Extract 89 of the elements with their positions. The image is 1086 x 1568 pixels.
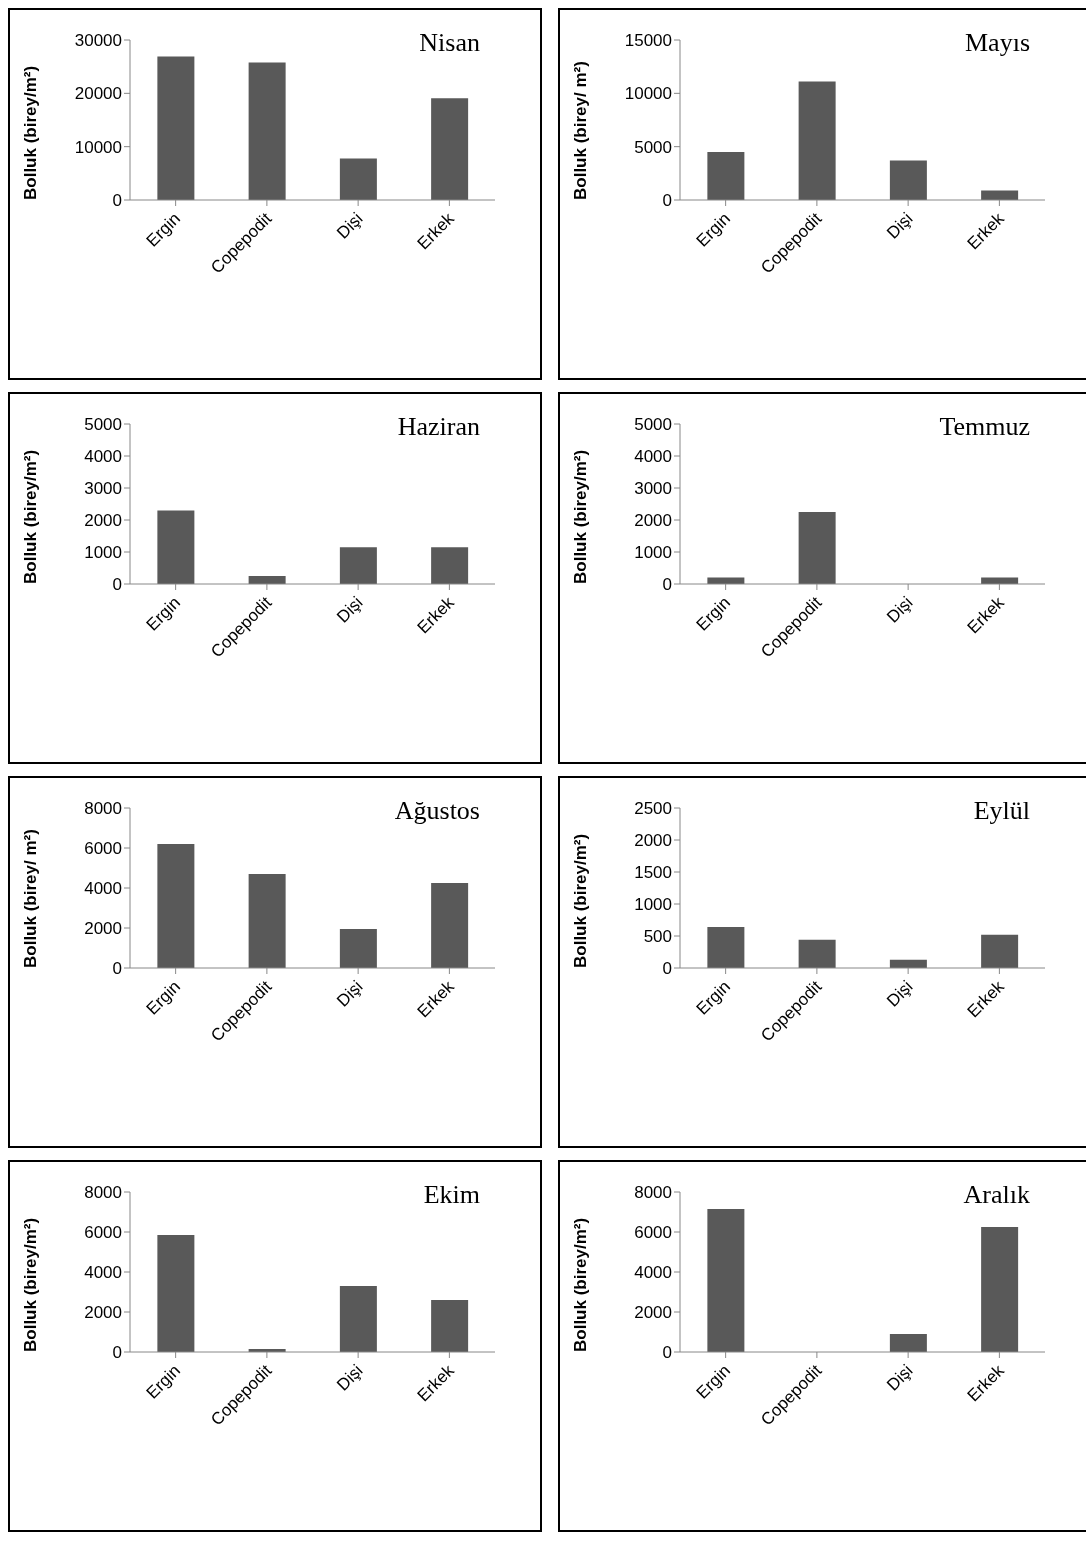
y-tick-label: 2000 <box>84 1303 122 1323</box>
y-tick-label: 30000 <box>74 31 122 51</box>
y-tick-label: 2000 <box>634 1303 672 1323</box>
x-tick-label: Dişi <box>883 1361 917 1395</box>
y-tick-label: 500 <box>643 927 672 947</box>
y-tick-label: 1000 <box>634 895 672 915</box>
y-tick-label: 6000 <box>634 1223 672 1243</box>
y-tick-label: 6000 <box>84 839 122 859</box>
chart-title: Aralık <box>963 1180 1030 1210</box>
y-axis-title: Bolluk (birey/m²) <box>571 1217 591 1352</box>
x-tick-label: Dişi <box>883 977 917 1011</box>
y-tick-label: 2000 <box>634 511 672 531</box>
x-tick-label: Dişi <box>883 209 917 243</box>
y-tick-label: 0 <box>112 959 122 979</box>
y-tick-label: 6000 <box>84 1223 122 1243</box>
bar <box>981 1227 1019 1352</box>
bar <box>339 158 377 200</box>
y-tick-label: 1000 <box>84 543 122 563</box>
bar <box>889 160 927 200</box>
y-tick-label: 3000 <box>634 479 672 499</box>
bar <box>798 81 836 200</box>
chart-title: Temmuz <box>939 412 1030 442</box>
y-axis-title: Bolluk (birey/m²) <box>21 1217 41 1352</box>
bar <box>339 1286 377 1352</box>
y-axis-title: Bolluk (birey/m²) <box>21 449 41 584</box>
y-axis-title: Bolluk (birey/m²) <box>571 833 591 968</box>
bar <box>431 1300 469 1352</box>
y-axis-title: Bolluk (birey/m²) <box>571 449 591 584</box>
y-tick-label: 0 <box>112 191 122 211</box>
chart-title: Mayıs <box>965 28 1030 58</box>
y-tick-label: 0 <box>662 575 672 595</box>
bar <box>339 547 377 584</box>
bar <box>981 934 1019 968</box>
x-tick-label: Dişi <box>883 593 917 627</box>
bar <box>889 1334 927 1352</box>
y-tick-label: 8000 <box>634 1183 672 1203</box>
y-tick-label: 0 <box>112 575 122 595</box>
bar <box>431 883 469 968</box>
y-tick-label: 2000 <box>84 511 122 531</box>
y-tick-label: 8000 <box>84 799 122 819</box>
y-tick-label: 0 <box>662 1343 672 1363</box>
bar <box>981 190 1019 200</box>
y-axis-title: Bolluk (birey/ m²) <box>571 61 591 200</box>
y-tick-label: 3000 <box>84 479 122 499</box>
y-tick-label: 8000 <box>84 1183 122 1203</box>
y-tick-label: 4000 <box>84 1263 122 1283</box>
y-tick-label: 0 <box>112 1343 122 1363</box>
bar <box>431 98 469 200</box>
y-tick-label: 2500 <box>634 799 672 819</box>
bar <box>707 927 745 968</box>
chart-title: Ekim <box>423 1180 480 1210</box>
chart-title: Nisan <box>419 28 480 58</box>
bar <box>339 929 377 968</box>
y-tick-label: 4000 <box>84 447 122 467</box>
bar <box>157 844 195 968</box>
y-tick-label: 15000 <box>624 31 672 51</box>
bar <box>157 1235 195 1352</box>
y-tick-label: 5000 <box>634 137 672 157</box>
y-tick-label: 5000 <box>634 415 672 435</box>
y-tick-label: 10000 <box>624 84 672 104</box>
bar <box>157 510 195 584</box>
chart-title: Ağustos <box>394 796 480 826</box>
bar <box>248 62 286 200</box>
y-tick-label: 1500 <box>634 863 672 883</box>
y-tick-label: 4000 <box>634 1263 672 1283</box>
y-tick-label: 0 <box>662 959 672 979</box>
y-tick-label: 1000 <box>634 543 672 563</box>
chart-title: Haziran <box>397 412 480 442</box>
chart-title: Eylül <box>973 796 1030 826</box>
y-tick-label: 10000 <box>74 137 122 157</box>
y-tick-label: 20000 <box>74 84 122 104</box>
y-tick-label: 2000 <box>84 919 122 939</box>
x-tick-label: Dişi <box>333 977 367 1011</box>
y-tick-label: 5000 <box>84 415 122 435</box>
y-tick-label: 0 <box>662 191 672 211</box>
bar <box>798 939 836 968</box>
x-tick-label: Dişi <box>333 593 367 627</box>
y-axis-title: Bolluk (birey/m²) <box>21 65 41 200</box>
y-axis-title: Bolluk (birey/ m²) <box>21 829 41 968</box>
bar <box>248 874 286 968</box>
bar <box>707 152 745 200</box>
x-tick-label: Dişi <box>333 1361 367 1395</box>
bar <box>707 1209 745 1352</box>
bar <box>157 56 195 200</box>
bar <box>431 547 469 584</box>
x-tick-label: Dişi <box>333 209 367 243</box>
y-tick-label: 2000 <box>634 831 672 851</box>
y-tick-label: 4000 <box>84 879 122 899</box>
y-tick-label: 4000 <box>634 447 672 467</box>
